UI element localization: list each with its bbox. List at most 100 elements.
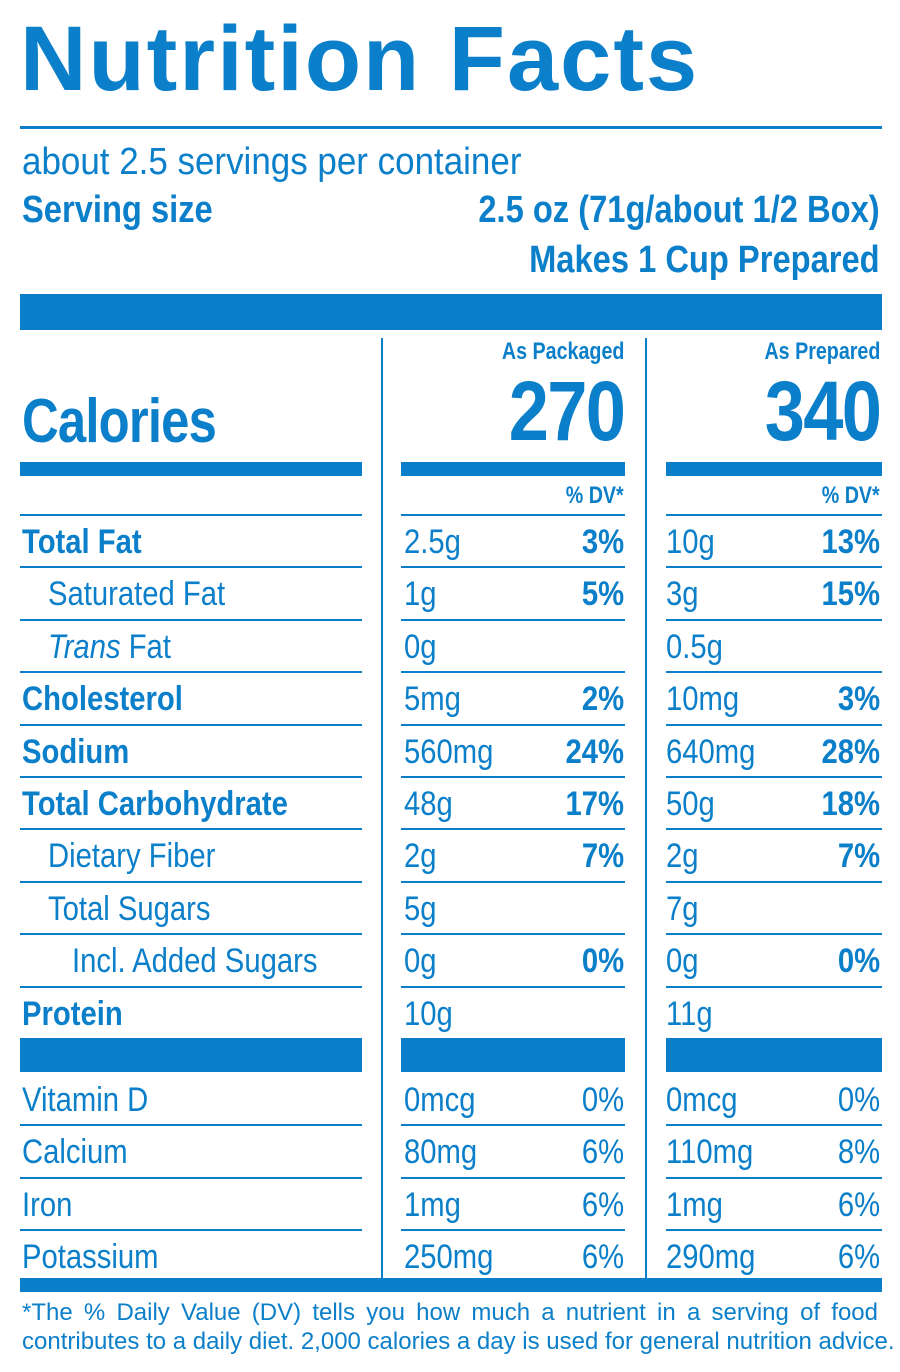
prepared-amount: 0mcg <box>666 1081 738 1119</box>
vitamin-row-1-rule-label <box>20 1124 362 1127</box>
vitamin-row-1-rule-packaged <box>401 1124 625 1127</box>
nutrient-row-5-rule-packaged <box>401 776 625 778</box>
packaged-dv: 6% <box>581 1133 624 1172</box>
nutrient-row-6-rule-prepared <box>666 828 882 831</box>
nutrient-label: Total Fat <box>22 523 142 561</box>
prepared-amount: 10g <box>666 523 715 561</box>
nutrient-row-7-rule-packaged <box>401 880 625 883</box>
calories-bar-prepared <box>666 462 882 476</box>
nutrient-row-6-rule-packaged <box>401 828 625 831</box>
vitamin-bar-packaged <box>401 1038 625 1072</box>
prepared-amount: 640mg <box>666 732 756 771</box>
prepared-dv: 8% <box>837 1133 880 1172</box>
vitamin-label: Calcium <box>22 1133 128 1172</box>
vitamin-row-3-rule-packaged <box>401 1229 625 1232</box>
packaged-calories: 270 <box>508 364 626 458</box>
prepared-amount: 2g <box>666 837 699 876</box>
nutrient-row-2-rule-label <box>20 618 362 621</box>
prepared-amount: 10mg <box>666 680 740 719</box>
nutrient-row-4-rule-packaged <box>401 723 625 726</box>
packaged-amount: 10g <box>404 994 453 1033</box>
packaged-dv: 7% <box>581 837 624 876</box>
prepared-heading: As Prepared <box>764 338 880 365</box>
prepared-amount: 3g <box>666 575 699 614</box>
serving-size-value: 2.5 oz (71g/about 1/2 Box) <box>478 189 880 231</box>
vitamin-row-3-rule-prepared <box>666 1229 882 1232</box>
nutrient-label: Cholesterol <box>22 680 183 719</box>
footnote-line-2: contributes to a daily diet. 2,000 calor… <box>22 1328 895 1355</box>
packaged-dv: 6% <box>581 1185 624 1224</box>
vitamin-bar-prepared <box>666 1038 882 1072</box>
prepared-amount: 11g <box>666 994 713 1033</box>
prepared-dv: 0% <box>837 942 880 981</box>
label-title: Nutrition Facts <box>20 8 700 110</box>
packaged-amount: 2.5g <box>404 523 461 561</box>
packaged-amount: 48g <box>404 785 453 823</box>
nutrient-label-rest: Fat <box>120 627 171 666</box>
nutrient-label: Trans Fat <box>48 627 171 667</box>
packaged-dv: 5% <box>581 575 624 614</box>
vitamin-row-1-rule-prepared <box>666 1124 882 1127</box>
calories-bar-label <box>20 462 362 476</box>
vitamin-row-3-rule-label <box>20 1229 362 1232</box>
nutrient-label: Sodium <box>22 732 130 771</box>
nutrient-row-3-rule-label <box>20 671 362 674</box>
vitamin-bar-label <box>20 1038 362 1072</box>
prepared-dv: 18% <box>821 785 880 823</box>
nutrient-row-6-rule-label <box>20 828 362 831</box>
nutrient-row-9-rule-prepared <box>666 985 882 988</box>
title-rule <box>20 126 882 129</box>
nutrient-row-9-rule-label <box>20 985 362 988</box>
nutrient-label-italic: Trans <box>48 627 121 666</box>
packaged-amount: 80mg <box>404 1133 478 1172</box>
calories-bar-packaged <box>401 462 625 476</box>
prepared-amount: 0.5g <box>666 627 723 666</box>
packaged-dv: 0% <box>581 1081 624 1119</box>
prepared-amount: 0g <box>666 942 699 981</box>
nutrient-row-0-rule-packaged <box>401 514 625 516</box>
nutrient-row-8-rule-packaged <box>401 933 625 936</box>
packaged-heading: As Packaged <box>501 338 624 365</box>
column-divider-1 <box>381 338 383 1278</box>
packaged-dv: 17% <box>565 785 624 823</box>
footnote-line-1: *The % Daily Value (DV) tells you how mu… <box>22 1299 878 1326</box>
footnote: *The % Daily Value (DV) tells you how mu… <box>22 1298 895 1356</box>
packaged-amount: 0g <box>404 627 437 666</box>
nutrient-row-2-rule-prepared <box>666 618 882 621</box>
calories-label: Calories <box>22 387 217 456</box>
prepared-dv-heading: % DV* <box>822 482 880 509</box>
vitamin-label: Iron <box>22 1185 73 1224</box>
packaged-amount: 1g <box>404 575 437 614</box>
prepared-amount: 1mg <box>666 1185 723 1224</box>
packaged-amount: 250mg <box>404 1238 494 1277</box>
servings-per-container: about 2.5 servings per container <box>22 141 522 183</box>
packaged-dv: 24% <box>565 732 624 771</box>
packaged-dv: 0% <box>581 942 624 981</box>
prepared-dv: 0% <box>837 1081 880 1119</box>
nutrient-row-0-rule-label <box>20 514 362 516</box>
nutrient-row-4-rule-prepared <box>666 723 882 726</box>
thick-divider-top <box>20 294 882 330</box>
prepared-dv: 15% <box>821 575 880 614</box>
column-divider-2 <box>645 338 647 1278</box>
prepared-dv: 3% <box>837 680 880 719</box>
makes-prepared: Makes 1 Cup Prepared <box>529 239 880 281</box>
prepared-amount: 7g <box>666 889 699 928</box>
thick-divider-bottom <box>20 1278 882 1292</box>
nutrient-row-5-rule-prepared <box>666 776 882 778</box>
packaged-dv: 6% <box>581 1238 624 1277</box>
nutrient-row-7-rule-label <box>20 880 362 883</box>
packaged-dv-heading: % DV* <box>566 482 624 509</box>
packaged-amount: 2g <box>404 837 437 876</box>
vitamin-label: Vitamin D <box>22 1081 149 1119</box>
serving-size-label: Serving size <box>22 189 213 231</box>
packaged-amount: 5mg <box>404 680 461 719</box>
vitamin-row-2-rule-label <box>20 1176 362 1179</box>
packaged-amount: 5g <box>404 889 437 928</box>
packaged-dv: 3% <box>581 523 624 561</box>
nutrient-row-5-rule-label <box>20 776 362 778</box>
nutrient-row-3-rule-packaged <box>401 671 625 674</box>
packaged-amount: 0g <box>404 942 437 981</box>
prepared-amount: 110mg <box>666 1133 754 1172</box>
